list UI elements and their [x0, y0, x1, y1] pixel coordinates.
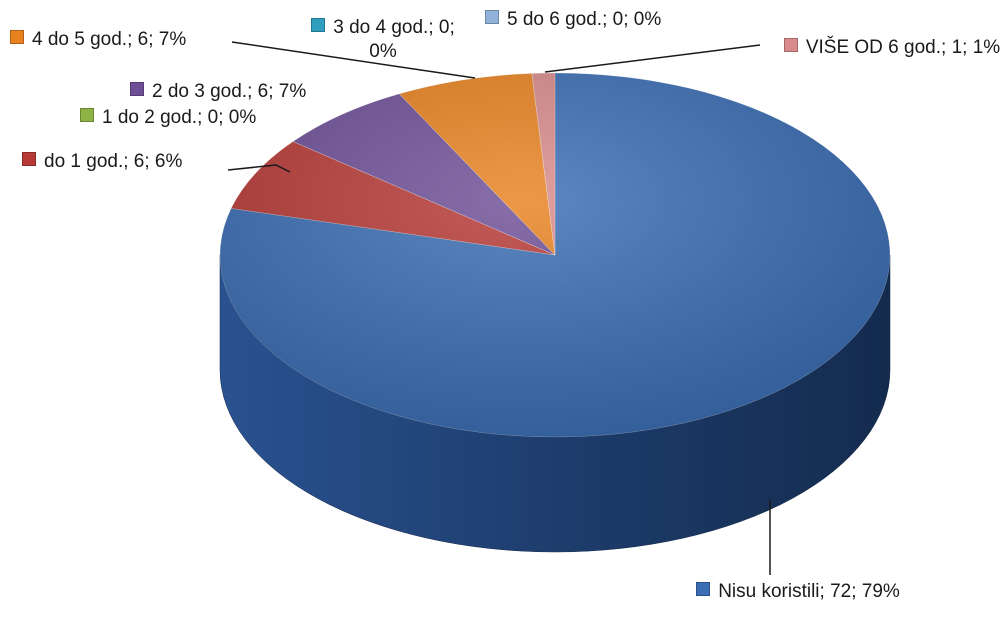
label-marker	[696, 582, 711, 596]
label-marker	[485, 10, 499, 24]
leader-line	[544, 44, 761, 73]
label-marker	[22, 152, 36, 166]
label-marker	[10, 30, 24, 44]
data-label: 1 do 2 god.; 0; 0%	[80, 106, 256, 130]
data-label: do 1 god.; 6; 6%	[22, 150, 182, 174]
label-text: 4 do 5 god.; 6; 7%	[32, 29, 187, 50]
label-text: 3 do 4 god.; 0; 0%	[333, 17, 455, 62]
label-marker	[783, 38, 798, 52]
label-text: Nisu koristili; 72; 79%	[718, 581, 900, 602]
leader-line	[231, 41, 476, 79]
label-text: VIŠE OD 6 god.; 1; 1%	[805, 37, 1001, 58]
data-label: 5 do 6 god.; 0; 0%	[485, 8, 661, 32]
label-text: 1 do 2 god.; 0; 0%	[102, 107, 257, 128]
data-label: 4 do 5 god.; 6; 7%	[10, 28, 186, 52]
label-text: 2 do 3 god.; 6; 7%	[152, 81, 307, 102]
data-label: Nisu koristili; 72; 79%	[683, 580, 913, 604]
data-label: VIŠE OD 6 god.; 1; 1%	[778, 36, 1006, 60]
data-label: 3 do 4 god.; 0; 0%	[298, 16, 468, 64]
label-text: 5 do 6 god.; 0; 0%	[507, 9, 662, 30]
label-marker	[80, 108, 94, 122]
label-marker	[311, 18, 326, 32]
data-label: 2 do 3 god.; 6; 7%	[130, 80, 306, 104]
label-marker	[130, 82, 144, 96]
leader-line	[227, 164, 291, 173]
label-text: do 1 god.; 6; 6%	[44, 151, 183, 172]
